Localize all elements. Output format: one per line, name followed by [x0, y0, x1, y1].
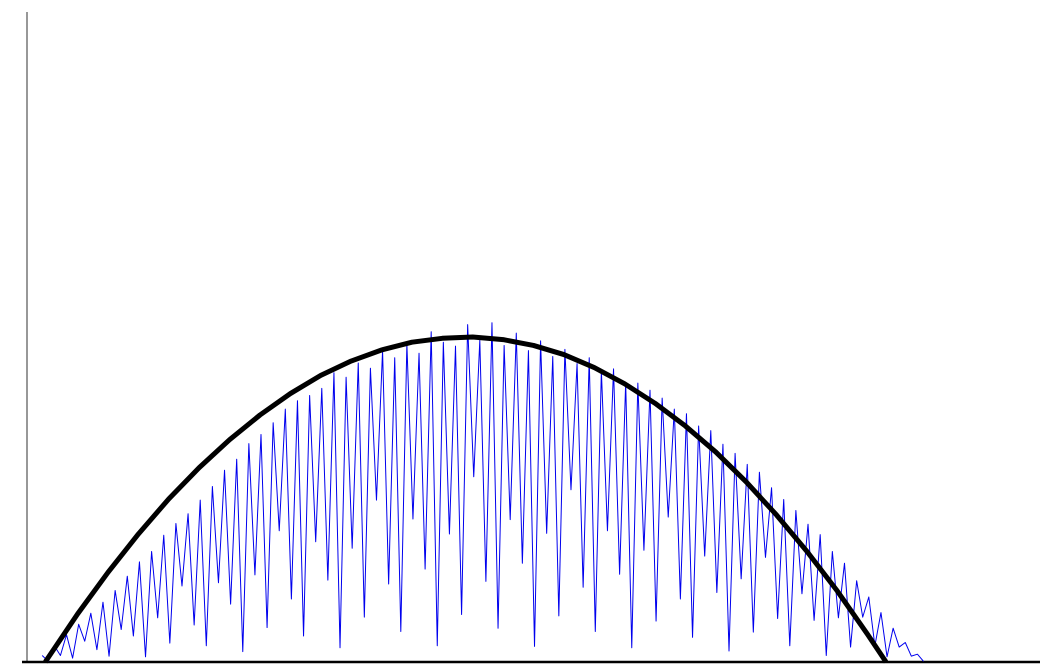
line	[43, 334, 889, 664]
line	[41, 322, 924, 662]
